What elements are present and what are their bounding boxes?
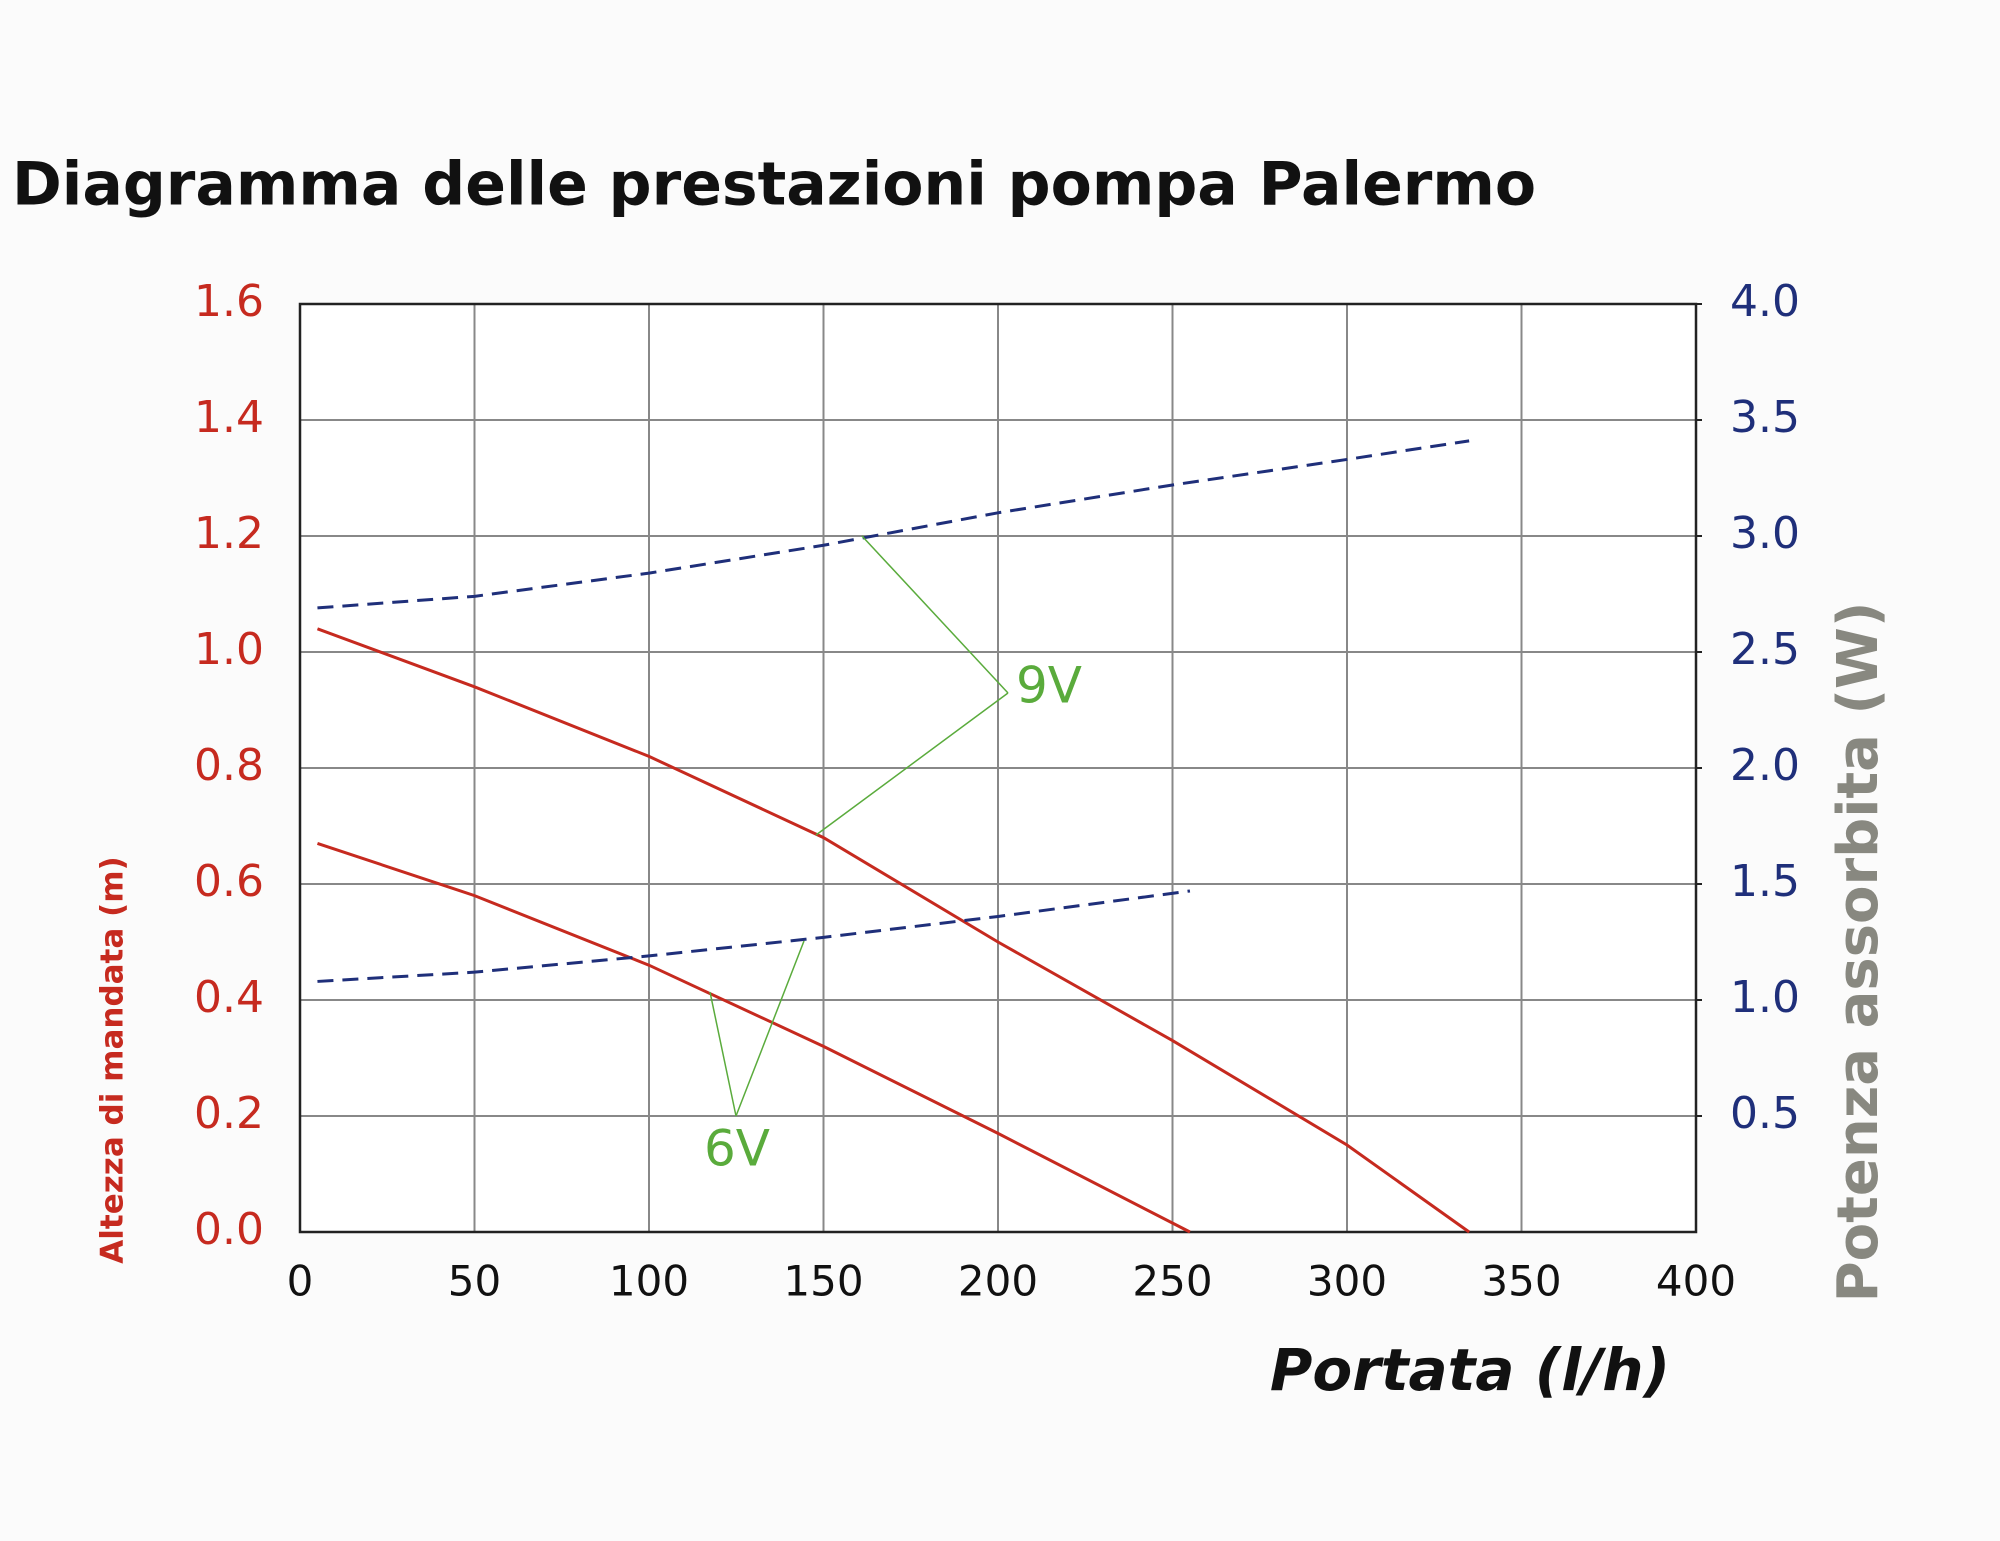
x-tick-label: 150 [783,1257,863,1306]
annotation: 6V [704,1120,770,1178]
annotation-leader [709,991,737,1117]
y2-tick-label: 1.0 [1730,972,1800,1023]
y-tick-label: 1.6 [194,276,264,327]
y-tick-label: 0.0 [194,1204,264,1255]
chart-title: Diagramma delle prestazioni pompa Palerm… [12,150,1536,220]
y-tick-label: 1.4 [194,392,264,443]
x-tick-label: 200 [958,1257,1038,1306]
y-axis-title: Altezza di mandata (m) [95,856,131,1263]
y-tick-label: 1.2 [194,508,264,559]
annotation-leader [815,692,1009,836]
x-tick-label: 400 [1656,1257,1736,1306]
series-line [316,627,1471,1234]
x-tick-label: 100 [609,1257,689,1306]
y2-tick-label: 2.5 [1730,624,1800,675]
y-tick-label: 0.8 [194,740,264,791]
y-tick-label: 0.6 [194,856,264,907]
y2-tick-label: 1.5 [1730,856,1800,907]
series-line [317,889,1191,983]
annotation-leader [735,940,805,1117]
x-tick-label: 50 [448,1257,501,1306]
x-tick-label: 300 [1307,1257,1387,1306]
series-line [316,841,1191,1234]
y2-axis-title: Potenza assorbita (W) [1826,602,1891,1303]
annotation-leader [861,535,1009,694]
x-tick-label: 0 [287,1257,314,1306]
y2-tick-label: 2.0 [1730,740,1800,791]
y-tick-label: 0.2 [194,1088,264,1139]
y2-tick-label: 4.0 [1730,276,1800,327]
y-tick-label: 0.4 [194,972,264,1023]
series-line [317,439,1470,610]
y2-tick-label: 0.5 [1730,1088,1800,1139]
x-tick-label: 350 [1481,1257,1561,1306]
x-tick-label: 250 [1132,1257,1212,1306]
y2-tick-label: 3.5 [1730,392,1800,443]
x-axis-title: Portata (l/h) [1270,1336,1670,1404]
y-tick-label: 1.0 [194,624,264,675]
y2-tick-label: 3.0 [1730,508,1800,559]
annotation: 9V [1016,657,1082,715]
plot-frame [298,302,1698,1234]
